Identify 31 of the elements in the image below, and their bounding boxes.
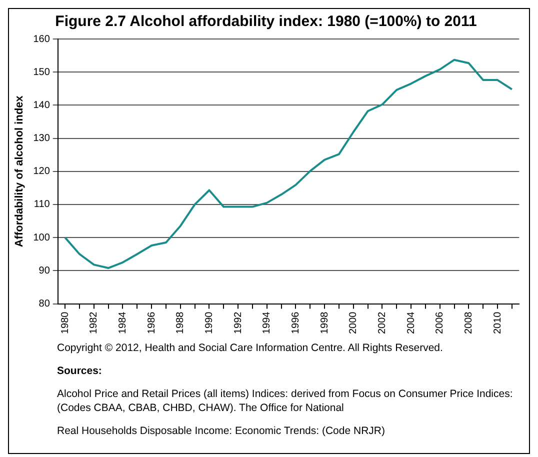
y-tick-label: 130 (33, 133, 50, 144)
y-axis-title: Affordability of alcohol index (14, 94, 26, 248)
text: Copyright © 2012, Health and Social Care Information Centre. All Rights Reserved. (57, 341, 444, 355)
x-tick-label: 1998 (319, 311, 330, 334)
y-tick-label: 90 (38, 265, 50, 276)
x-tick-label: 2002 (376, 311, 388, 334)
x-tick-label: 2008 (463, 311, 474, 334)
x-tick-label: 1982 (88, 311, 100, 334)
x-tick-label: 1980 (60, 311, 71, 334)
y-tick-label: 100 (33, 232, 50, 244)
x-tick-label: 1996 (290, 311, 302, 334)
text: Alcohol Price and Retail Prices (all items) Indices: derived from Focus on Consumer Price Indices: (Codes CBAA, CBAB, CHBD, CHAW). The Office for National (57, 387, 514, 415)
y-tick-label: 150 (33, 66, 50, 78)
y-tick-label: 110 (34, 199, 50, 210)
x-tick-label: 1984 (118, 311, 128, 334)
text: Real Households Disposable Income: Economic Trends: (Code NRJR) (57, 424, 386, 438)
y-tick-label: 80 (38, 298, 50, 310)
x-tick-label: 1986 (146, 311, 158, 334)
x-tick-label: 2004 (406, 311, 417, 334)
x-tick-label: 2000 (348, 311, 360, 334)
source-note: Sources: (57, 364, 103, 378)
x-tick-label: 1990 (204, 311, 215, 334)
y-tick-label: 140 (33, 100, 50, 111)
y-tick-label: 120 (33, 166, 50, 178)
x-tick-label: 1992 (232, 311, 244, 334)
y-tick-label: 160 (33, 34, 50, 45)
chart-title: Figure 2.7 Alcohol affordability index: 1980 (=100%) to 2011 (55, 13, 477, 30)
x-tick-label: 1988 (175, 311, 186, 334)
x-tick-label: 2006 (434, 311, 446, 334)
x-tick-label: 2010 (492, 311, 504, 334)
x-tick-label: 1994 (262, 311, 273, 334)
